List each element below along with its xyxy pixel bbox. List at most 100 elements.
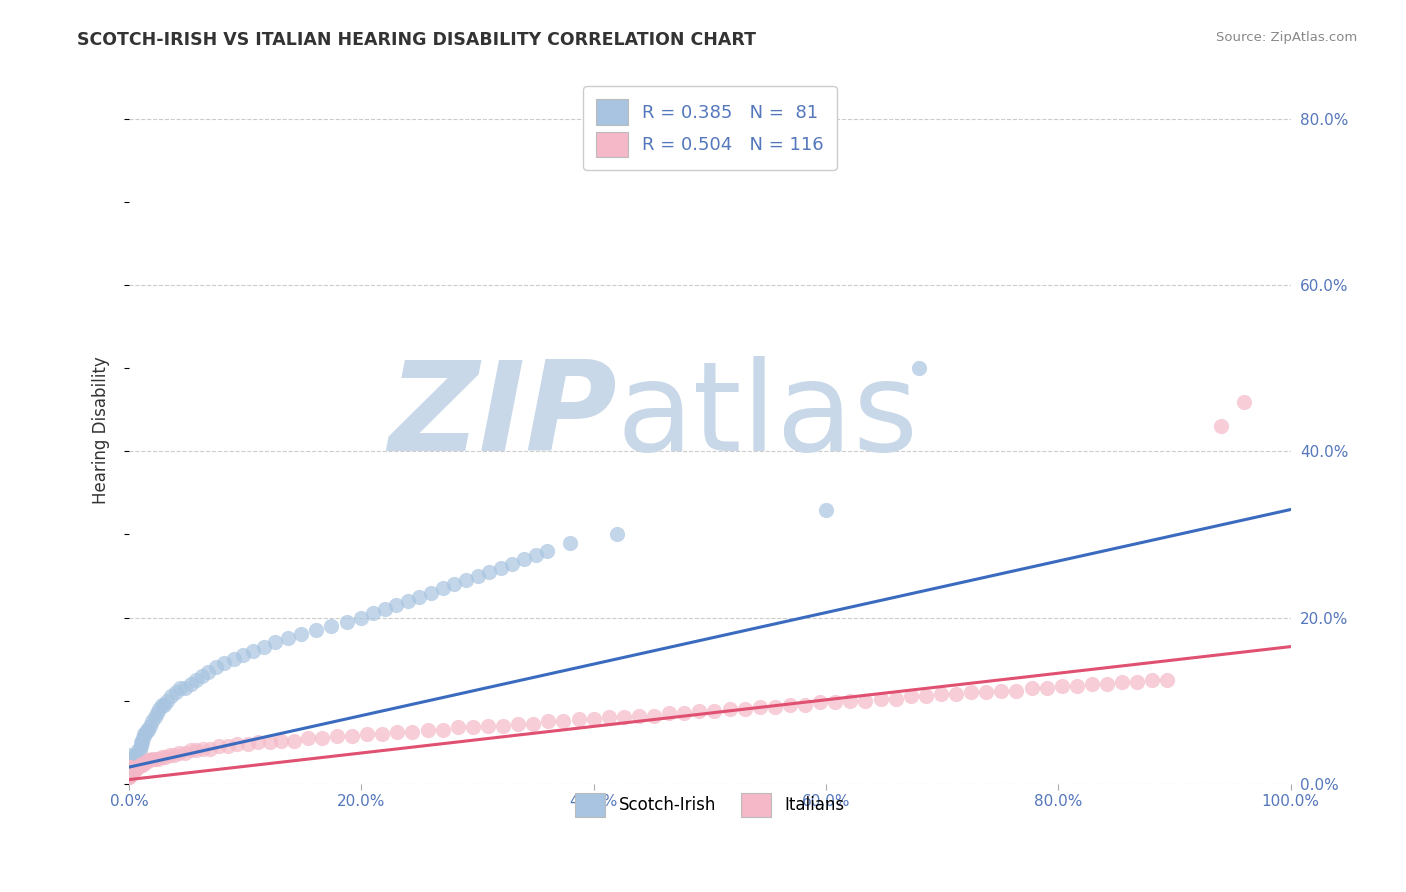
Point bbox=[478, 565, 501, 579]
Point bbox=[416, 723, 439, 737]
Point bbox=[236, 737, 259, 751]
Point bbox=[118, 756, 141, 770]
Point bbox=[387, 725, 409, 739]
Point bbox=[129, 739, 152, 754]
Point bbox=[118, 766, 141, 780]
Point bbox=[340, 730, 363, 744]
Point bbox=[125, 752, 148, 766]
Point bbox=[118, 764, 141, 779]
Point bbox=[673, 706, 696, 720]
Y-axis label: Hearing Disability: Hearing Disability bbox=[93, 357, 110, 505]
Point bbox=[127, 752, 149, 766]
Point bbox=[118, 764, 141, 779]
Point bbox=[124, 747, 146, 762]
Point bbox=[447, 720, 470, 734]
Point bbox=[560, 535, 582, 549]
Point bbox=[467, 569, 489, 583]
Point bbox=[169, 681, 191, 695]
Point bbox=[242, 644, 264, 658]
Point bbox=[118, 768, 141, 782]
Point bbox=[305, 623, 328, 637]
Point bbox=[703, 705, 725, 719]
Point bbox=[153, 698, 176, 712]
Point bbox=[489, 560, 512, 574]
Point bbox=[180, 743, 202, 757]
Point bbox=[824, 695, 846, 709]
Point bbox=[508, 717, 530, 731]
Point bbox=[118, 760, 141, 774]
Point bbox=[121, 764, 143, 779]
Point bbox=[501, 557, 523, 571]
Point bbox=[432, 582, 454, 596]
Point bbox=[193, 742, 215, 756]
Point bbox=[1050, 679, 1073, 693]
Point bbox=[153, 750, 176, 764]
Point bbox=[132, 731, 155, 745]
Point bbox=[139, 718, 162, 732]
Point bbox=[141, 714, 163, 729]
Point bbox=[173, 746, 195, 760]
Point bbox=[553, 714, 575, 729]
Point bbox=[513, 552, 536, 566]
Point bbox=[186, 743, 208, 757]
Point bbox=[118, 768, 141, 782]
Point bbox=[129, 758, 152, 772]
Text: Source: ZipAtlas.com: Source: ZipAtlas.com bbox=[1216, 31, 1357, 45]
Point bbox=[118, 768, 141, 782]
Point bbox=[146, 706, 169, 720]
Point bbox=[855, 693, 877, 707]
Point bbox=[150, 750, 173, 764]
Point bbox=[763, 700, 786, 714]
Point bbox=[1095, 677, 1118, 691]
Point bbox=[160, 690, 183, 704]
Point bbox=[148, 702, 170, 716]
Point bbox=[136, 754, 159, 768]
Point bbox=[247, 735, 270, 749]
Point bbox=[1111, 675, 1133, 690]
Point bbox=[127, 760, 149, 774]
Point bbox=[226, 737, 249, 751]
Point bbox=[134, 727, 156, 741]
Point bbox=[124, 762, 146, 776]
Point bbox=[598, 710, 620, 724]
Point bbox=[748, 700, 770, 714]
Point bbox=[461, 720, 484, 734]
Legend: Scotch-Irish, Italians: Scotch-Irish, Italians bbox=[567, 785, 853, 825]
Point bbox=[214, 657, 236, 671]
Point bbox=[180, 677, 202, 691]
Point bbox=[120, 766, 142, 780]
Point bbox=[118, 762, 141, 776]
Point bbox=[477, 718, 499, 732]
Point bbox=[264, 635, 287, 649]
Point bbox=[205, 660, 228, 674]
Point bbox=[120, 756, 142, 770]
Point bbox=[253, 640, 276, 654]
Point bbox=[118, 764, 141, 779]
Point bbox=[118, 760, 141, 774]
Point bbox=[200, 742, 222, 756]
Point bbox=[124, 752, 146, 766]
Point bbox=[808, 695, 831, 709]
Point bbox=[385, 598, 408, 612]
Point bbox=[139, 754, 162, 768]
Point bbox=[118, 756, 141, 770]
Point bbox=[908, 361, 931, 376]
Point bbox=[568, 712, 591, 726]
Point bbox=[1156, 673, 1178, 687]
Point bbox=[118, 760, 141, 774]
Point bbox=[165, 685, 187, 699]
Point bbox=[118, 770, 141, 784]
Point bbox=[283, 733, 305, 747]
Point bbox=[207, 739, 229, 754]
Point bbox=[118, 760, 141, 774]
Point bbox=[794, 698, 817, 712]
Text: SCOTCH-IRISH VS ITALIAN HEARING DISABILITY CORRELATION CHART: SCOTCH-IRISH VS ITALIAN HEARING DISABILI… bbox=[77, 31, 756, 49]
Point bbox=[127, 743, 149, 757]
Point bbox=[118, 762, 141, 776]
Point bbox=[118, 756, 141, 770]
Point bbox=[125, 762, 148, 776]
Point bbox=[537, 714, 560, 729]
Point bbox=[118, 768, 141, 782]
Point bbox=[118, 768, 141, 782]
Point bbox=[118, 762, 141, 776]
